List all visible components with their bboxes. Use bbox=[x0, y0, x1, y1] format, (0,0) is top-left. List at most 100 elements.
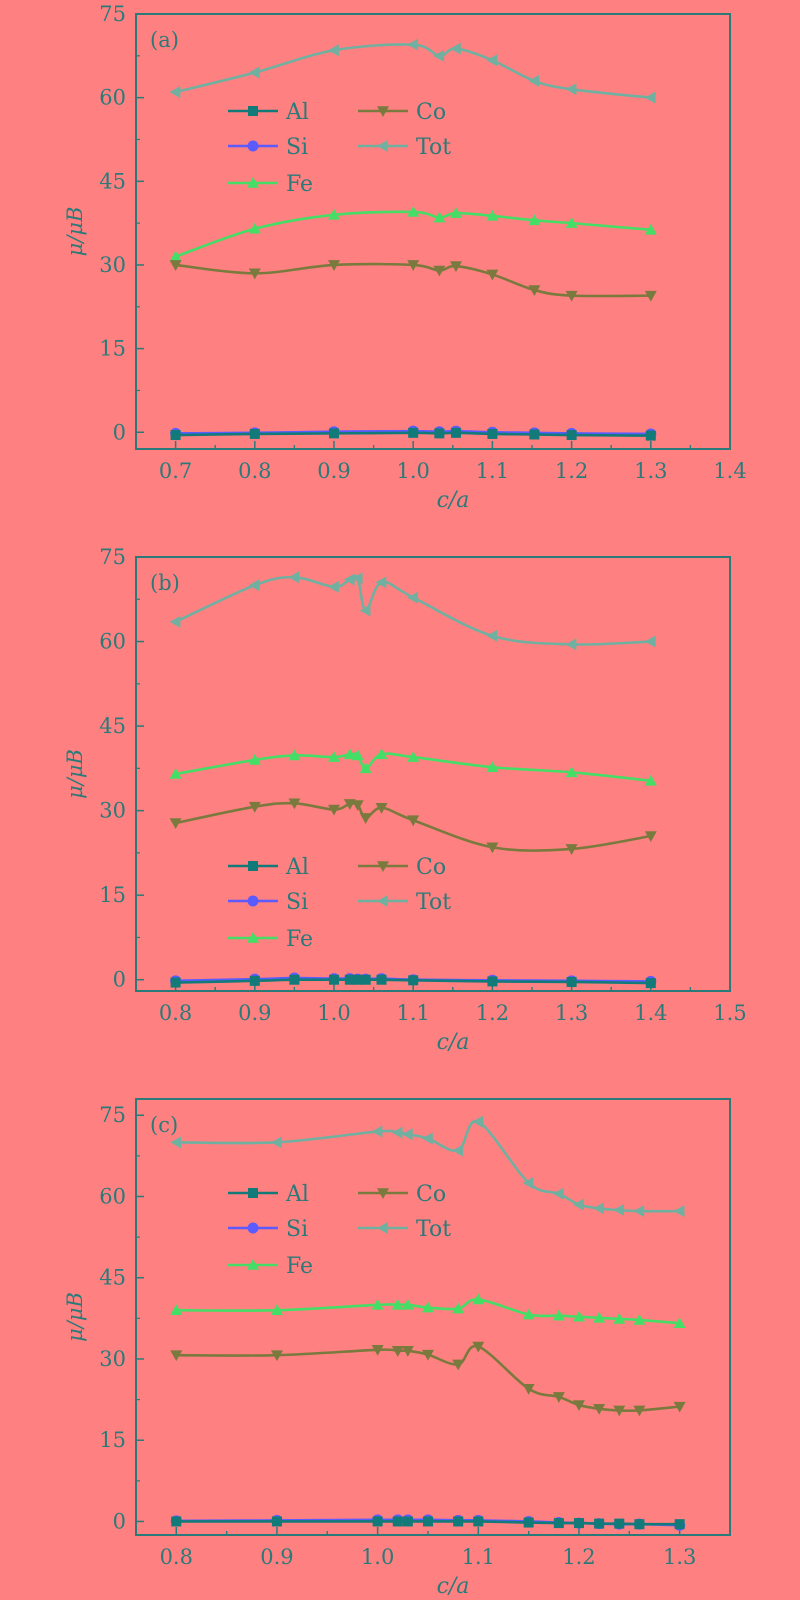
data-point-co bbox=[351, 800, 364, 811]
series-line-tot bbox=[175, 574, 651, 646]
legend-label: Fe bbox=[286, 172, 313, 197]
series-line-co bbox=[175, 262, 651, 298]
series-line-fe bbox=[175, 752, 651, 783]
data-point-tot bbox=[486, 54, 498, 67]
data-point-fe bbox=[343, 748, 356, 760]
data-point-co bbox=[375, 803, 388, 814]
data-point-al bbox=[614, 1518, 625, 1529]
data-point-tot bbox=[328, 580, 339, 593]
series-line-si bbox=[175, 429, 651, 436]
y-tick-label: 60 bbox=[99, 86, 126, 110]
data-point-tot bbox=[452, 1144, 463, 1157]
data-point-co bbox=[170, 1350, 183, 1362]
data-point-al bbox=[674, 1519, 685, 1530]
data-point-tot bbox=[572, 1198, 584, 1211]
series-line-fe bbox=[176, 1298, 680, 1325]
legend-entry-fe: Fe bbox=[228, 1254, 313, 1279]
data-point-co bbox=[565, 844, 578, 855]
legend-label: Fe bbox=[286, 927, 313, 952]
y-axis-label: μ/μB bbox=[63, 1292, 87, 1342]
data-point-tot bbox=[593, 1202, 604, 1215]
y-tick-label: 45 bbox=[99, 714, 126, 738]
data-point-tot bbox=[486, 629, 498, 642]
data-point-tot bbox=[613, 1204, 625, 1217]
data-point-tot bbox=[391, 1126, 403, 1139]
legend-marker bbox=[377, 140, 388, 152]
data-point-co bbox=[288, 798, 301, 810]
legend-entry-fe: Fe bbox=[228, 172, 313, 197]
data-point-al bbox=[573, 1518, 584, 1529]
chart-panel-b: 0.8 0.9 1.0 1.1 1.2 1.3 1.4 1.5 0 15 30 45 60 75 c/a μ/… bbox=[63, 545, 747, 1055]
x-tick-label: 1.2 bbox=[555, 459, 588, 483]
legend-marker bbox=[248, 861, 258, 871]
data-point-al bbox=[344, 974, 355, 985]
data-point-tot bbox=[433, 49, 445, 62]
data-point-al bbox=[453, 1516, 464, 1527]
panel-label: (a) bbox=[150, 28, 179, 52]
x-tick-label: 1.4 bbox=[634, 1001, 667, 1025]
data-point-fe bbox=[613, 1312, 626, 1324]
data-point-fe bbox=[248, 753, 261, 765]
data-point-tot bbox=[528, 74, 540, 87]
data-point-tot bbox=[472, 1115, 484, 1128]
plot-frame bbox=[135, 556, 731, 992]
data-point-tot bbox=[407, 38, 418, 51]
legend-label: Co bbox=[416, 855, 446, 880]
data-point-al bbox=[408, 975, 419, 986]
legend-label: Si bbox=[286, 1217, 308, 1242]
legend-entry-al: Al bbox=[228, 855, 309, 880]
legend-label: Al bbox=[285, 1182, 309, 1207]
legend: Al Co Si Tot Fe bbox=[228, 855, 451, 952]
x-tick-label: 1.1 bbox=[462, 1545, 495, 1569]
data-point-co bbox=[407, 815, 420, 827]
legend-label: Al bbox=[285, 855, 309, 880]
data-point-fe bbox=[328, 751, 340, 762]
data-point-fe bbox=[472, 1293, 485, 1305]
panel-label: (c) bbox=[150, 1113, 178, 1137]
data-point-co bbox=[572, 1400, 585, 1412]
legend-entry-fe: Fe bbox=[228, 927, 313, 952]
data-point-fe bbox=[359, 762, 372, 774]
data-point-fe bbox=[673, 1317, 686, 1329]
series-group bbox=[170, 1115, 686, 1531]
data-point-fe bbox=[572, 1310, 585, 1322]
data-point-co bbox=[644, 290, 657, 302]
x-tick-label: 1.3 bbox=[663, 1545, 696, 1569]
y-tick-label: 60 bbox=[99, 630, 126, 654]
data-point-al bbox=[473, 1516, 484, 1527]
legend-marker bbox=[247, 140, 259, 152]
series-line-al bbox=[175, 431, 651, 437]
data-point-fe bbox=[449, 207, 462, 218]
x-tick-label: 0.8 bbox=[159, 1001, 192, 1025]
data-point-al bbox=[170, 430, 181, 441]
data-point-fe bbox=[391, 1298, 404, 1310]
data-point-tot bbox=[343, 573, 355, 586]
data-point-fe bbox=[169, 768, 182, 779]
data-point-tot bbox=[401, 1128, 413, 1141]
data-point-tot bbox=[673, 1205, 685, 1218]
y-tick-label: 15 bbox=[99, 1428, 126, 1452]
y-axis-label: μ/μB bbox=[63, 749, 87, 799]
data-point-tot bbox=[371, 1125, 383, 1138]
x-tick-label: 1.4 bbox=[713, 459, 746, 483]
data-point-al bbox=[171, 1516, 182, 1527]
data-point-tot bbox=[565, 83, 577, 96]
legend-entry-tot: Tot bbox=[358, 135, 451, 160]
data-point-tot bbox=[644, 91, 656, 104]
legend-entry-tot: Tot bbox=[358, 890, 451, 915]
data-point-co bbox=[371, 1344, 384, 1356]
data-point-al bbox=[487, 976, 498, 987]
data-point-fe bbox=[270, 1304, 283, 1316]
data-point-fe bbox=[522, 1308, 535, 1320]
legend-marker bbox=[377, 1188, 389, 1199]
legend-marker bbox=[247, 932, 259, 943]
data-point-fe bbox=[486, 761, 499, 773]
data-point-co bbox=[613, 1405, 626, 1417]
data-point-fe bbox=[288, 749, 301, 761]
data-point-co bbox=[486, 269, 499, 281]
legend-marker bbox=[377, 1222, 388, 1234]
data-point-al bbox=[271, 1516, 282, 1527]
series-fe bbox=[170, 1293, 686, 1329]
data-point-co bbox=[270, 1350, 283, 1362]
